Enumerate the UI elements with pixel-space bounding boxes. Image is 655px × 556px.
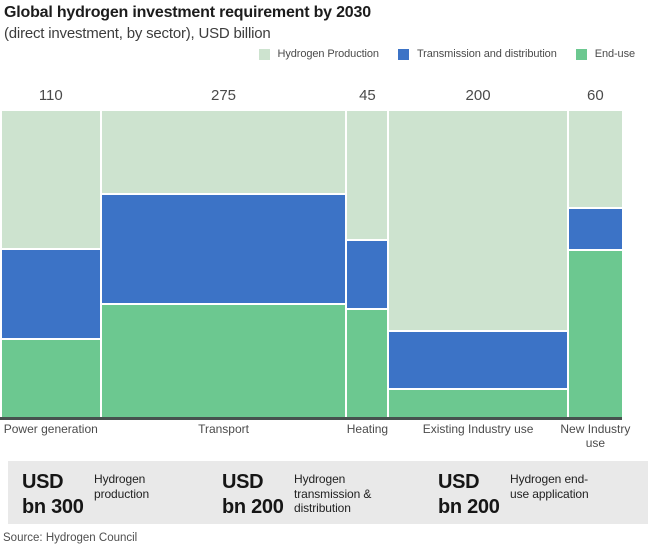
legend-item-end-use: End-use	[575, 48, 635, 60]
transmission-distribution-swatch-icon	[397, 48, 409, 60]
segment-power-generation-end-use	[2, 340, 100, 417]
category-label-new-industry-use: New Industry use	[560, 422, 630, 452]
category-label-text: Transport	[198, 422, 249, 436]
column-power-generation	[2, 111, 100, 417]
column-transport	[101, 111, 346, 417]
segment-transport-end-use	[101, 304, 346, 417]
end-use-swatch-icon	[575, 48, 587, 60]
category-label-transport: Transport	[102, 422, 346, 452]
column-total-power-generation: 110	[38, 87, 63, 104]
segment-heating-end-use	[347, 309, 388, 417]
summary-group-production: USD bn 300 Hydrogen production	[22, 470, 174, 520]
category-label-text: Power generation	[3, 422, 98, 436]
summary-group-transmission: USD bn 200 Hydrogen transmission & distr…	[222, 470, 386, 520]
column-new-industry-use	[568, 111, 622, 417]
column-totals-row: 110 275 45 200 60	[2, 87, 622, 105]
segment-new-industry-use-transmission-and-distribution	[568, 208, 622, 249]
category-label-text: Existing Industry use	[422, 422, 534, 436]
legend-item-transmission-distribution: Transmission and distribution	[397, 48, 557, 60]
chart-title: Global hydrogen investment requirement b…	[4, 4, 371, 21]
summary-label: Hydrogen transmission & distribution	[294, 472, 372, 516]
legend: Hydrogen Production Transmission and dis…	[258, 48, 635, 60]
segment-existing-industry-use-transmission-and-distribution	[389, 331, 567, 388]
legend-item-hydrogen-production: Hydrogen Production	[258, 48, 380, 60]
legend-label: End-use	[594, 48, 635, 60]
segment-heating-transmission-and-distribution	[347, 240, 388, 308]
category-label-heating: Heating	[346, 422, 389, 452]
segment-transport-hydrogen-production	[101, 111, 346, 194]
segment-new-industry-use-end-use	[568, 250, 622, 417]
segment-heating-hydrogen-production	[347, 111, 388, 239]
legend-label: Hydrogen Production	[277, 48, 380, 60]
summary-band: USD bn 300 Hydrogen production USD bn 20…	[8, 461, 648, 524]
segment-new-industry-use-hydrogen-production	[568, 111, 622, 207]
category-label-existing-industry-use: Existing Industry use	[389, 422, 566, 452]
segment-transport-transmission-and-distribution	[101, 195, 346, 303]
segment-existing-industry-use-hydrogen-production	[389, 111, 567, 330]
category-labels-row: Power generation Transport Heating Existing…	[2, 422, 631, 452]
summary-label: Hydrogen production	[94, 472, 150, 501]
x-axis-line	[0, 417, 622, 420]
column-total-transport: 275	[211, 87, 237, 104]
column-heating	[347, 111, 388, 417]
summary-value: USD bn 200	[438, 471, 500, 518]
chart-subtitle: (direct investment, by sector), USD bill…	[4, 25, 271, 42]
summary-value: USD bn 300	[22, 471, 84, 518]
source-attribution: Source: Hydrogen Council	[3, 532, 138, 544]
category-label-text: Heating	[346, 422, 389, 436]
column-total-new-industry-use: 60	[587, 87, 604, 104]
column-existing-industry-use	[389, 111, 567, 418]
segment-existing-industry-use-end-use	[389, 389, 567, 418]
segment-power-generation-transmission-and-distribution	[2, 250, 100, 339]
segment-power-generation-hydrogen-production	[2, 111, 100, 249]
summary-group-end-use: USD bn 200 Hydrogen end-use application	[438, 470, 602, 520]
category-label-power-generation: Power generation	[2, 422, 100, 452]
summary-label: Hydrogen end-use application	[510, 472, 589, 501]
column-total-heating: 45	[359, 87, 376, 104]
legend-label: Transmission and distribution	[416, 48, 557, 60]
category-label-text: New Industry use	[560, 422, 631, 451]
column-total-existing-industry-use: 200	[465, 87, 491, 104]
hydrogen-production-swatch-icon	[258, 48, 270, 60]
summary-value: USD bn 200	[222, 471, 284, 518]
mosaic-chart	[2, 111, 622, 418]
